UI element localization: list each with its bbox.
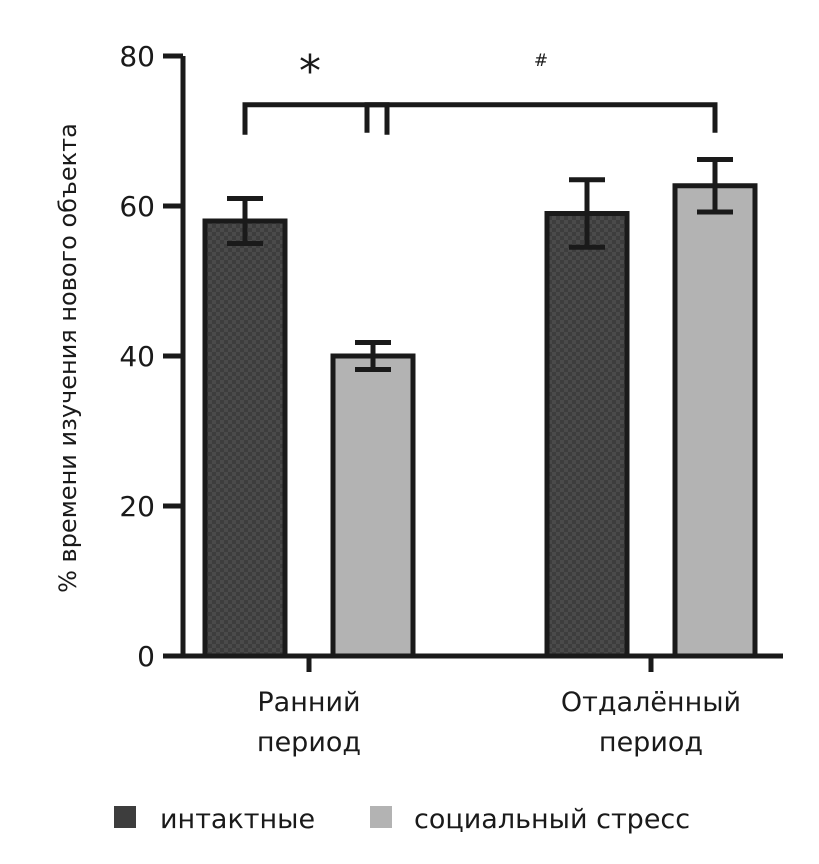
y-tick-label-80: 80: [119, 40, 155, 73]
y-axis-title: % времени изучения нового объекта: [54, 123, 82, 593]
x-category-label-0-0: Ранний: [257, 687, 360, 718]
legend-label-stress: социальный стресс: [414, 804, 690, 835]
x-category-label-1-0: Отдалённый: [561, 687, 741, 718]
bar-intact-0: [202, 218, 288, 659]
y-tick-label-60: 60: [119, 190, 155, 223]
y-tick-label-20: 20: [119, 490, 155, 523]
legend-swatch-stress: [370, 806, 392, 828]
legend-label-intact: интактные: [160, 804, 315, 835]
x-category-label-1-1: период: [599, 727, 703, 758]
significance-hash: #: [534, 51, 548, 71]
y-tick-label-0: 0: [137, 640, 155, 673]
legend-swatch-intact: [114, 806, 136, 828]
significance-bracket-0: [242, 102, 390, 135]
bar-intact-1: [544, 211, 630, 659]
significance-star: *: [299, 46, 321, 97]
x-category-label-0-1: период: [257, 727, 361, 758]
significance-bracket-1: [364, 102, 718, 133]
bar-stress-1: [672, 183, 758, 659]
bar-stress-0: [330, 353, 416, 659]
y-tick-label-40: 40: [119, 340, 155, 373]
